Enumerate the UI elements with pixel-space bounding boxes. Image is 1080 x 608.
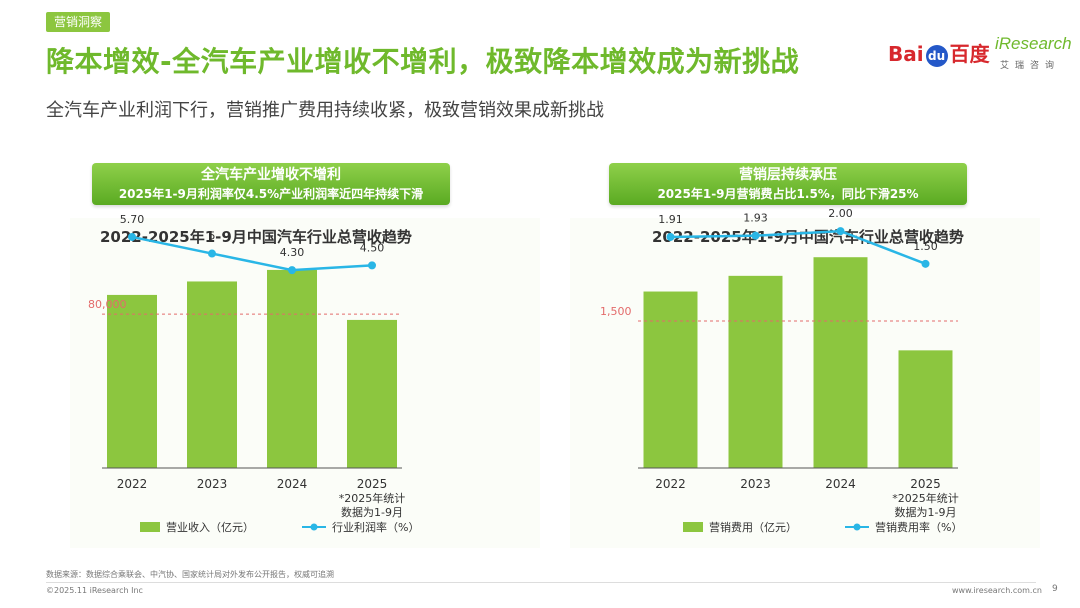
left-banner-detail: 2025年1-9月利润率仅4.5%产业利润率近四年持续下滑 (118, 187, 424, 201)
right-line-point-2025 (921, 259, 930, 268)
right-tick-2023: 2023 (740, 477, 771, 491)
right-tick-2024: 2024 (825, 477, 856, 491)
right-category-note-1: *2025年统计 (892, 491, 959, 505)
left-bar-2025 (347, 319, 397, 468)
right-line-point-2024 (836, 227, 845, 236)
left-tick-2024: 2024 (277, 477, 308, 491)
baidu-logo-right: 百度 (949, 42, 990, 66)
left-line-label-2025: 4.50 (360, 241, 385, 254)
source-note: 数据来源：数据综合乘联会、中汽协、国家统计局对外发布公开报告，权威可追溯 (46, 570, 334, 579)
left-banner-title: 全汽车产业增收不增利 (201, 167, 341, 183)
right-line-label-2025: 1.50 (913, 240, 938, 253)
left-banner: 全汽车产业增收不增利 2025年1-9月利润率仅4.5%产业利润率近四年持续下滑 (92, 163, 450, 205)
left-line-label-2024: 4.30 (280, 246, 305, 259)
right-category-note-2: 数据为1-9月 (895, 505, 957, 519)
right-banner-detail: 2025年1-9月营销费占比1.5%，同比下滑25% (657, 187, 919, 201)
left-tick-2025: 2025 (357, 477, 388, 491)
right-banner: 营销层持续承压 2025年1-9月营销费占比1.5%，同比下滑25% (609, 163, 967, 205)
left-tick-2023: 2023 (197, 477, 228, 491)
baidu-logo-left: Bai (888, 42, 924, 66)
copyright: ©2025.11 iResearch Inc (46, 586, 143, 595)
right-line-point-2023 (751, 231, 760, 240)
left-line-label-2023: 5 (209, 230, 216, 243)
section-tag: 营销洞察 (46, 12, 111, 32)
baidu-logo: Bai du 百度 (888, 38, 990, 67)
left-category-note-1: *2025年统计 (339, 491, 406, 505)
iresearch-logo: iResearch (995, 34, 1072, 53)
page-number: 9 (1052, 584, 1058, 594)
right-chart-title: 2022-2025年1-9月中国汽车行业总营收趋势 (652, 228, 964, 246)
right-tick-2022: 2022 (655, 477, 686, 491)
right-line-label-2024: 2.00 (828, 207, 853, 220)
right-legend-line-label: 营销费用率（%） (875, 520, 962, 534)
right-bar-2024 (813, 257, 868, 468)
left-category-note-2: 数据为1-9月 (341, 505, 403, 519)
left-bar-2024 (267, 269, 317, 468)
left-line-label-2022: 5.70 (120, 213, 145, 226)
right-bar-2023 (728, 275, 783, 468)
footer-divider (46, 582, 1036, 583)
left-legend-line-label: 行业利润率（%） (332, 520, 419, 534)
left-bar-2022 (107, 294, 157, 468)
right-reference-label: 1,500 (600, 305, 632, 318)
right-line-series (670, 229, 926, 265)
left-legend-bar-swatch (140, 522, 160, 532)
left-reference-label: 80,000 (88, 298, 127, 311)
right-line-label-2023: 1.93 (743, 212, 768, 225)
right-legend-line-marker (853, 523, 861, 531)
right-line-point-2022 (666, 232, 675, 241)
right-bar-2022 (643, 291, 698, 468)
page-title: 降本增效-全汽车产业增收不增利，极致降本增效成为新挑战 (46, 45, 800, 78)
left-line-point-2022 (128, 232, 136, 241)
right-tick-2025: 2025 (910, 477, 941, 491)
right-bar-2025 (898, 350, 953, 468)
left-line-point-2025 (368, 261, 376, 270)
page-subtitle: 全汽车产业利润下行，营销推广费用持续收紧，极致营销效果成新挑战 (46, 100, 604, 121)
left-legend-bar-label: 营业收入（亿元） (166, 520, 254, 534)
footer-url: www.iresearch.com.cn (952, 586, 1042, 595)
right-line-label-2022: 1.91 (658, 213, 683, 226)
iresearch-logo-sub: 艾瑞咨询 (1000, 61, 1061, 71)
left-tick-2022: 2022 (117, 477, 148, 491)
right-legend-bar-label: 营销费用（亿元） (709, 520, 797, 534)
left-line-series (131, 235, 373, 272)
left-line-point-2024 (288, 266, 296, 275)
baidu-paw-icon: du (925, 44, 948, 67)
right-banner-title: 营销层持续承压 (739, 167, 837, 183)
left-line-point-2023 (208, 249, 216, 258)
left-legend-line-marker (310, 523, 318, 531)
left-bar-2023 (187, 281, 237, 468)
left-chart-title: 2022-2025年1-9月中国汽车行业总营收趋势 (100, 228, 412, 246)
right-legend-bar-swatch (683, 522, 703, 532)
